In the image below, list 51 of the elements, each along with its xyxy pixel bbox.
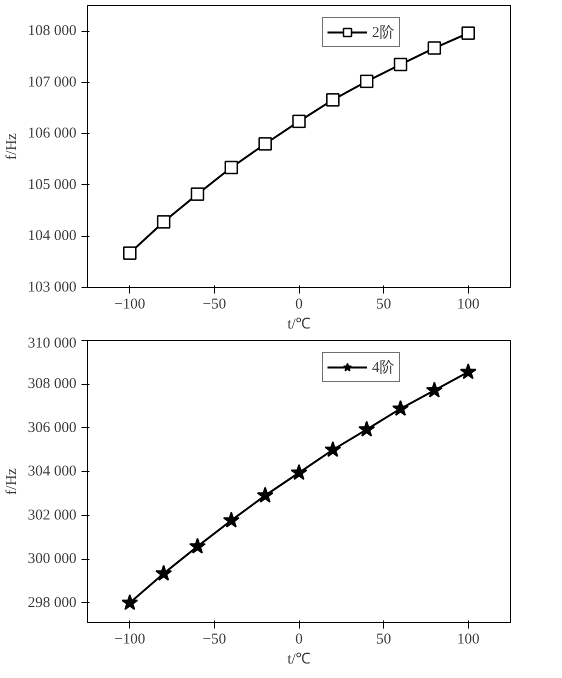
point xyxy=(189,538,206,554)
y-tick-label: 298 000 xyxy=(28,594,76,611)
y-tick-label: 108 000 xyxy=(28,23,76,40)
point xyxy=(358,420,376,437)
y-tick-label: 105 000 xyxy=(28,176,76,193)
legend-label: 2阶 xyxy=(372,24,394,42)
point xyxy=(290,464,308,480)
y-tick-label: 300 000 xyxy=(28,551,76,568)
point xyxy=(155,564,172,581)
legend-label: 4阶 xyxy=(372,358,394,376)
x-tick-label: 0 xyxy=(295,632,303,648)
x-tick-label: −100 xyxy=(114,296,146,312)
y-tick-label: 310 000 xyxy=(28,336,76,352)
point xyxy=(224,160,238,174)
point xyxy=(156,215,170,229)
point xyxy=(461,26,475,40)
point xyxy=(392,400,409,416)
y-tick-label: 107 000 xyxy=(28,74,76,90)
point xyxy=(190,187,204,201)
point xyxy=(292,114,306,128)
point xyxy=(326,93,340,107)
x-tick-label: 0 xyxy=(295,296,303,312)
y-tick-label: 306 000 xyxy=(28,420,76,436)
point xyxy=(460,363,477,380)
point xyxy=(121,594,138,610)
x-tick-label: 50 xyxy=(376,296,392,312)
x-tick-label: −100 xyxy=(114,632,146,648)
point xyxy=(428,41,442,55)
y-axis-title: f/Hz xyxy=(4,132,20,160)
point xyxy=(123,246,137,260)
y-tick-label: 103 000 xyxy=(28,280,76,296)
point xyxy=(324,441,342,458)
x-tick-label: −50 xyxy=(202,632,226,648)
point xyxy=(256,486,274,503)
point xyxy=(394,58,408,72)
y-tick-label: 304 000 xyxy=(28,464,76,480)
x-axis-title: t/℃ xyxy=(287,652,311,668)
y-tick-label: 308 000 xyxy=(28,376,76,392)
x-tick-label: −50 xyxy=(202,296,226,312)
y-tick-label: 302 000 xyxy=(28,507,76,524)
x-tick-label: 50 xyxy=(376,632,392,648)
y-tick-label: 104 000 xyxy=(28,228,76,244)
point xyxy=(258,137,272,151)
x-tick-label: 100 xyxy=(456,632,480,648)
y-tick-label: 106 000 xyxy=(28,126,76,142)
point xyxy=(222,512,240,528)
point xyxy=(426,382,443,398)
y-axis-title: f/Hz xyxy=(4,468,20,495)
point xyxy=(360,74,374,88)
x-axis-title: t/℃ xyxy=(287,316,311,332)
x-tick-label: 100 xyxy=(456,296,480,312)
